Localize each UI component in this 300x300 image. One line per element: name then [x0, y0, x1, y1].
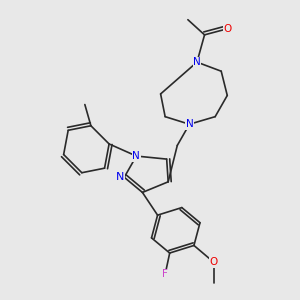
- Text: O: O: [209, 257, 218, 267]
- Text: N: N: [193, 57, 201, 67]
- Text: F: F: [162, 269, 168, 279]
- Text: N: N: [133, 151, 140, 161]
- Text: N: N: [185, 119, 193, 129]
- Text: O: O: [223, 24, 231, 34]
- Text: N: N: [116, 172, 124, 182]
